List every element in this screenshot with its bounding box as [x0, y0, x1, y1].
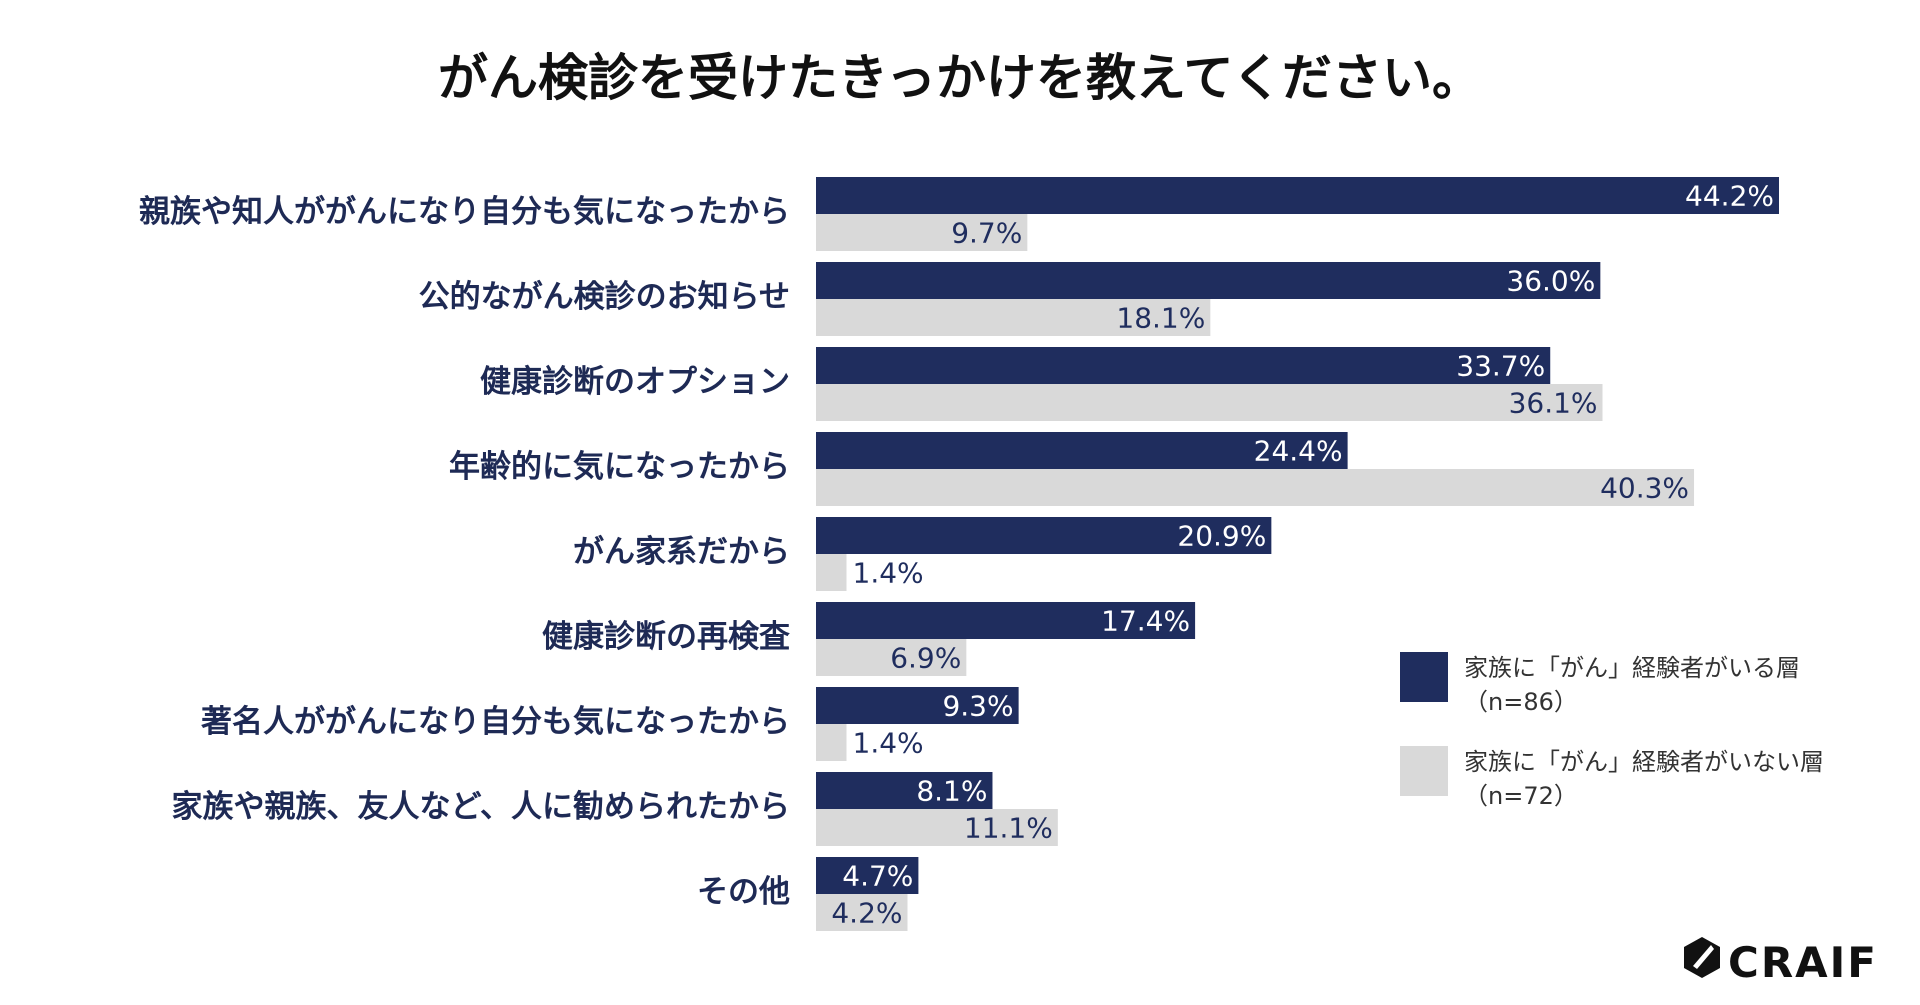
- data-label: 18.1%: [1116, 302, 1205, 335]
- bar-with-history: [816, 517, 1272, 554]
- bar-group: 家族や親族、友人など、人に勧められたから 8.1% 11.1%: [172, 772, 1058, 846]
- data-label: 36.1%: [1509, 387, 1598, 420]
- legend-item: 家族に「がん」経験者がいる層 （n=86）: [1400, 652, 1800, 716]
- bar-group: 健康診断の再検査 17.4% 6.9%: [542, 602, 1196, 676]
- bar-with-history: [816, 177, 1779, 214]
- bar-group: その他 4.7% 4.2%: [697, 857, 919, 931]
- category-label: 家族や親族、友人など、人に勧められたから: [172, 789, 790, 825]
- bar-with-history: [816, 687, 1019, 724]
- legend-swatch: [1400, 746, 1448, 796]
- data-label: 24.4%: [1254, 435, 1343, 468]
- bar-without-history: [816, 469, 1695, 506]
- data-label: 40.3%: [1600, 472, 1689, 505]
- data-label: 33.7%: [1456, 350, 1545, 383]
- bars-layer: 親族や知人ががんになり自分も気になったから 44.2% 9.7% 公的ながん検診のお知…: [139, 177, 1779, 931]
- bar-without-history: [816, 554, 847, 591]
- legend-n-label: （n=72）: [1464, 782, 1578, 810]
- bar-without-history: [816, 299, 1211, 336]
- category-label: 年齢的に気になったから: [449, 449, 790, 485]
- data-label: 1.4%: [853, 727, 924, 760]
- category-label: 健康診断のオプション: [480, 364, 790, 400]
- bar-group: 公的ながん検診のお知らせ 36.0% 18.1%: [419, 262, 1601, 336]
- chart-title: がん検診を受けたきっかけを教えてください。: [438, 49, 1482, 107]
- bar-without-history: [816, 724, 847, 761]
- category-label: 親族や知人ががんになり自分も気になったから: [139, 194, 790, 230]
- logo-text: CRAIF: [1728, 938, 1878, 987]
- bar-without-history: [816, 639, 967, 676]
- bar-with-history: [816, 347, 1551, 384]
- bar-without-history: [816, 384, 1603, 421]
- bar-with-history: [816, 857, 919, 894]
- bar-with-history: [816, 772, 993, 809]
- data-label: 4.7%: [842, 860, 913, 893]
- data-label: 1.4%: [853, 557, 924, 590]
- bar-group: 親族や知人ががんになり自分も気になったから 44.2% 9.7%: [139, 177, 1779, 251]
- category-label: がん家系だから: [573, 534, 790, 570]
- data-label: 9.3%: [942, 690, 1013, 723]
- data-label: 4.2%: [831, 897, 902, 930]
- legend: 家族に「がん」経験者がいる層 （n=86） 家族に「がん」経験者がいない層 （n=72…: [1400, 652, 1824, 810]
- category-label: 著名人ががんになり自分も気になったから: [201, 704, 790, 740]
- legend-n-label: （n=86）: [1464, 688, 1578, 716]
- data-label: 20.9%: [1177, 520, 1266, 553]
- craif-hexagon-icon: [1684, 937, 1720, 978]
- data-label: 8.1%: [916, 775, 987, 808]
- bar-without-history: [816, 894, 908, 931]
- bar-group: 健康診断のオプション 33.7% 36.1%: [480, 347, 1603, 421]
- data-label: 44.2%: [1685, 180, 1774, 213]
- category-label: 公的ながん検診のお知らせ: [419, 279, 790, 315]
- data-label: 9.7%: [951, 217, 1022, 250]
- legend-swatch: [1400, 652, 1448, 702]
- data-label: 11.1%: [964, 812, 1053, 845]
- bar-group: がん家系だから 20.9% 1.4%: [573, 517, 1272, 591]
- bar-without-history: [816, 214, 1028, 251]
- category-label: 健康診断の再検査: [542, 619, 790, 655]
- category-label: その他: [697, 874, 790, 910]
- bar-group: 年齢的に気になったから 24.4% 40.3%: [449, 432, 1695, 506]
- data-label: 6.9%: [890, 642, 961, 675]
- bar-with-history: [816, 262, 1601, 299]
- bar-without-history: [816, 809, 1058, 846]
- legend-item: 家族に「がん」経験者がいない層 （n=72）: [1400, 746, 1824, 810]
- data-label: 36.0%: [1506, 265, 1595, 298]
- legend-label: 家族に「がん」経験者がいない層: [1464, 748, 1824, 776]
- data-label: 17.4%: [1101, 605, 1190, 638]
- bar-group: 著名人ががんになり自分も気になったから 9.3% 1.4%: [201, 687, 1019, 761]
- brand-logo: CRAIF: [1684, 937, 1878, 987]
- bar-with-history: [816, 432, 1348, 469]
- legend-label: 家族に「がん」経験者がいる層: [1464, 654, 1800, 682]
- bar-with-history: [816, 602, 1196, 639]
